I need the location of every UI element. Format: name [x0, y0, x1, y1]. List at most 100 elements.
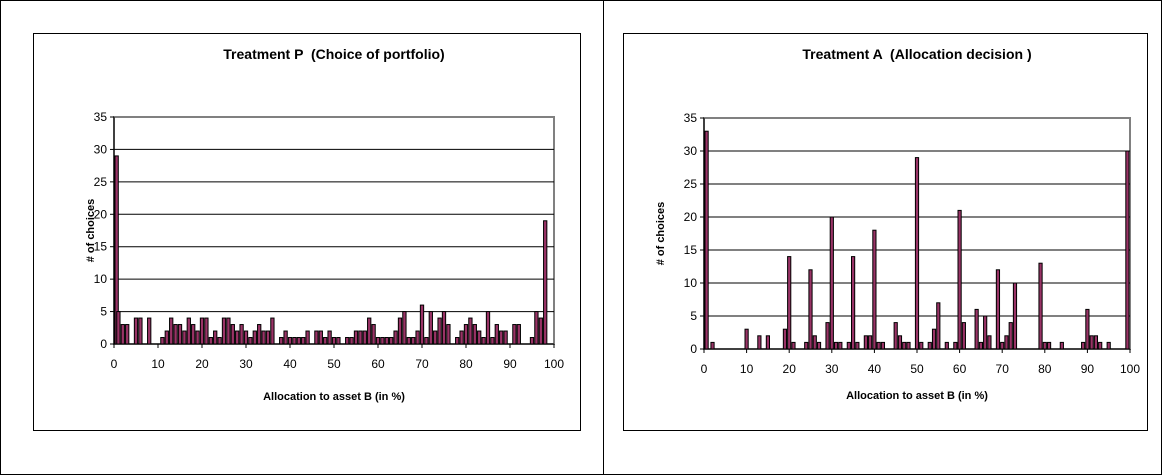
bar	[138, 317, 143, 345]
bar	[349, 337, 354, 345]
bar	[944, 341, 949, 350]
y-tick-label: 30	[684, 144, 698, 158]
y-tick-label: 30	[94, 142, 108, 156]
bar	[384, 337, 389, 345]
bar	[543, 220, 548, 345]
x-tick-label: 30	[825, 362, 839, 376]
x-tick-label: 20	[195, 357, 209, 371]
bar	[468, 317, 473, 345]
x-tick-label: 50	[910, 362, 924, 376]
bar	[833, 341, 839, 350]
y-tick-label: 15	[684, 243, 698, 257]
bar	[499, 330, 504, 345]
bar	[863, 335, 868, 350]
bar	[125, 324, 130, 345]
bar	[411, 337, 416, 345]
bar	[133, 317, 139, 345]
bar	[292, 337, 297, 345]
bar	[261, 330, 266, 345]
bar	[160, 337, 165, 345]
bar	[283, 330, 288, 345]
y-tick-label: 35	[94, 110, 108, 124]
x-tick-label: 0	[111, 357, 118, 371]
bar	[235, 330, 240, 345]
x-tick-label: 40	[868, 362, 882, 376]
bar	[974, 308, 979, 350]
bar	[919, 341, 924, 350]
y-tick-label: 25	[684, 177, 698, 191]
chart-a: 0 5 10 15 20 25 30 35 0 10 20 30 40 50 60 70 80 90 100 Trea…	[655, 46, 1140, 402]
y-tick-label: 10	[684, 276, 698, 290]
bar	[995, 269, 1001, 350]
bar	[1106, 341, 1111, 350]
bar	[265, 330, 271, 345]
bar	[345, 337, 350, 345]
bar	[1008, 322, 1013, 350]
bar	[1042, 341, 1047, 350]
bar	[791, 341, 796, 350]
bar	[490, 337, 495, 345]
bar	[534, 311, 539, 345]
bar	[529, 337, 535, 345]
bar	[362, 330, 367, 345]
x-axis-label: Allocation to asset B (in %)	[263, 391, 405, 403]
bar	[485, 311, 491, 345]
bar	[1093, 335, 1099, 350]
bar	[380, 337, 385, 345]
x-tick-label: 100	[1120, 362, 1140, 376]
bar	[327, 330, 332, 345]
bar	[217, 337, 222, 345]
bar	[704, 130, 709, 350]
bar	[257, 324, 262, 345]
bar	[953, 341, 958, 350]
bar	[195, 330, 200, 345]
bar	[424, 337, 429, 345]
bar	[804, 341, 809, 350]
bar	[710, 341, 715, 350]
bar	[243, 330, 249, 345]
bar	[808, 269, 813, 350]
bar	[880, 341, 886, 350]
x-tick-label: 60	[371, 357, 385, 371]
bar	[173, 324, 178, 345]
bar	[213, 330, 218, 345]
bar	[876, 341, 881, 350]
x-tick-label: 10	[151, 357, 165, 371]
bar	[757, 335, 762, 350]
bar	[406, 337, 411, 345]
bar	[961, 322, 966, 350]
bar	[927, 341, 932, 350]
bar	[987, 335, 992, 350]
y-tick-label: 15	[94, 240, 108, 254]
bar	[829, 216, 834, 350]
y-tick-label: 35	[684, 111, 698, 125]
bar	[428, 311, 433, 345]
bar	[1085, 308, 1090, 350]
bar	[957, 209, 962, 350]
bar	[477, 330, 482, 345]
bar	[481, 337, 486, 345]
bar	[978, 341, 983, 350]
bar	[1098, 341, 1103, 350]
bar	[1046, 341, 1052, 350]
bar	[419, 304, 425, 345]
bar	[331, 337, 337, 345]
bar	[120, 324, 125, 345]
bar	[389, 337, 394, 345]
bar	[230, 324, 235, 345]
x-tick-label: 70	[996, 362, 1010, 376]
x-tick-label: 90	[1081, 362, 1095, 376]
bar	[838, 341, 843, 350]
x-tick-label: 70	[415, 357, 429, 371]
bar	[846, 341, 851, 350]
bar	[358, 330, 363, 345]
bar	[744, 328, 749, 350]
bar	[199, 317, 205, 345]
y-tick-label: 0	[100, 337, 107, 351]
bar	[301, 337, 306, 345]
bar	[186, 317, 191, 345]
bar	[336, 337, 341, 345]
bar	[239, 324, 244, 345]
bar	[868, 335, 873, 350]
bar	[226, 317, 231, 345]
